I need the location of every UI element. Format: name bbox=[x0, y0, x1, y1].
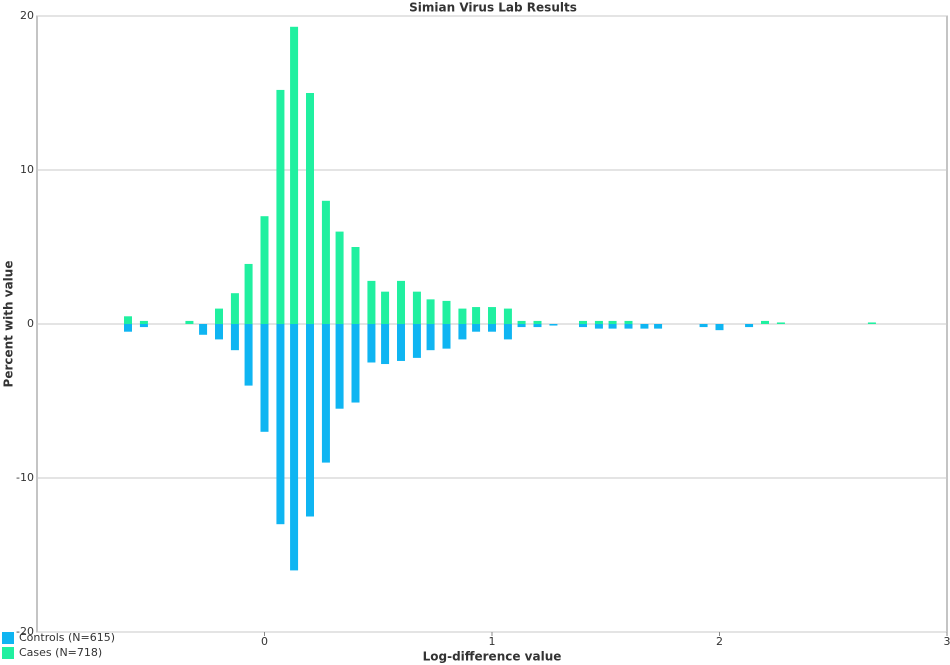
y-tick-label: 20 bbox=[20, 9, 34, 22]
x-axis-label: Log-difference value bbox=[423, 650, 562, 664]
bar bbox=[488, 307, 496, 324]
y-tick-label: 10 bbox=[20, 163, 34, 176]
bar bbox=[306, 93, 314, 324]
bar bbox=[215, 324, 223, 340]
x-tick-label: 3 bbox=[944, 635, 950, 648]
bar bbox=[351, 324, 360, 403]
x-tick-label: 1 bbox=[489, 635, 496, 648]
bar bbox=[715, 324, 724, 331]
bar bbox=[503, 308, 512, 324]
bar bbox=[488, 324, 496, 332]
bar bbox=[654, 324, 663, 329]
bar bbox=[458, 308, 467, 324]
bar bbox=[124, 316, 132, 324]
chart-title: Simian Virus Lab Results bbox=[409, 1, 577, 15]
bar bbox=[594, 324, 603, 329]
bar bbox=[276, 89, 285, 324]
bar bbox=[579, 324, 587, 328]
bar bbox=[472, 324, 481, 332]
bar bbox=[442, 324, 451, 349]
y-tick-label: 0 bbox=[27, 317, 34, 330]
bar bbox=[699, 324, 708, 328]
bar bbox=[608, 324, 617, 329]
bar bbox=[321, 324, 330, 463]
bar bbox=[276, 324, 285, 525]
bar bbox=[517, 324, 526, 328]
bar bbox=[335, 231, 344, 324]
bar bbox=[458, 324, 467, 340]
bar bbox=[185, 320, 194, 324]
bar bbox=[624, 320, 633, 324]
bar bbox=[139, 320, 148, 324]
bar bbox=[397, 324, 405, 361]
bar bbox=[397, 280, 405, 324]
legend-swatch bbox=[2, 632, 14, 644]
bar bbox=[244, 324, 253, 386]
bar bbox=[199, 324, 208, 335]
bar bbox=[244, 263, 253, 324]
bar bbox=[549, 324, 558, 326]
bar bbox=[745, 324, 754, 328]
y-tick-label: -10 bbox=[16, 471, 34, 484]
bar bbox=[517, 320, 526, 324]
bar bbox=[579, 320, 587, 324]
bar bbox=[381, 291, 390, 324]
bar bbox=[306, 324, 314, 517]
bar bbox=[367, 280, 376, 324]
bar bbox=[412, 324, 421, 358]
y-tick-label: -20 bbox=[16, 625, 34, 638]
bar bbox=[426, 324, 435, 351]
bar bbox=[412, 291, 421, 324]
bar bbox=[139, 324, 148, 328]
bar bbox=[776, 322, 785, 324]
bar bbox=[260, 324, 269, 432]
legend-label: Controls (N=615) bbox=[19, 631, 115, 644]
x-tick-label: 0 bbox=[261, 635, 268, 648]
x-tick-label: 2 bbox=[716, 635, 723, 648]
bar bbox=[367, 324, 376, 363]
legend-label: Cases (N=718) bbox=[19, 646, 102, 659]
bar bbox=[290, 26, 299, 325]
bar bbox=[608, 320, 617, 324]
bar bbox=[230, 324, 239, 351]
bar bbox=[335, 324, 344, 409]
bar bbox=[321, 200, 330, 324]
bar bbox=[640, 324, 649, 329]
bar bbox=[624, 324, 633, 329]
bar bbox=[867, 322, 876, 324]
bar bbox=[533, 320, 542, 324]
bar bbox=[533, 324, 542, 328]
bar bbox=[503, 324, 512, 340]
bar bbox=[290, 324, 299, 571]
legend-swatch bbox=[2, 647, 14, 659]
bar bbox=[594, 320, 603, 324]
y-axis-label: Percent with value bbox=[2, 261, 16, 388]
bar bbox=[351, 247, 360, 324]
bar bbox=[442, 300, 451, 324]
bar bbox=[230, 293, 239, 324]
bar bbox=[381, 324, 390, 365]
bar bbox=[761, 320, 769, 324]
bar bbox=[260, 216, 269, 324]
bar bbox=[426, 299, 435, 324]
bar bbox=[472, 307, 481, 324]
bar bbox=[215, 308, 223, 324]
bar bbox=[124, 324, 132, 332]
